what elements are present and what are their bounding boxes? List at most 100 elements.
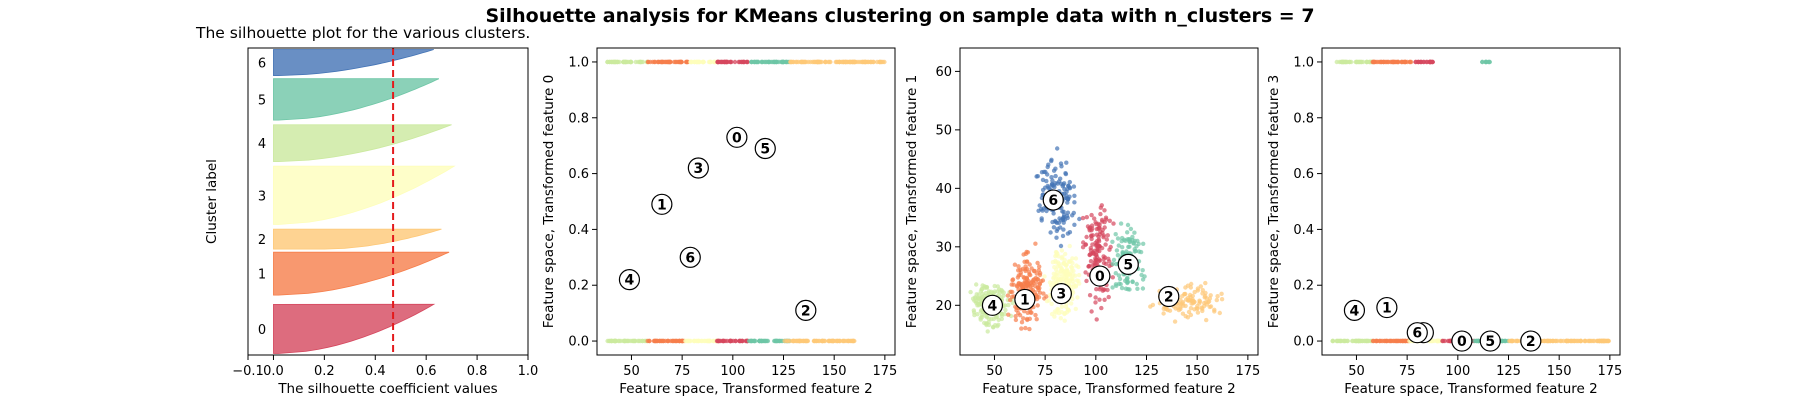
data-point <box>1361 59 1366 65</box>
silhouette-band-cluster-3 <box>273 165 456 225</box>
x-tick-label: 0.8 <box>467 364 488 379</box>
data-point <box>1064 196 1069 201</box>
data-point <box>879 59 884 65</box>
data-point <box>1076 278 1081 284</box>
x-tick-label: 150 <box>1185 364 1210 379</box>
y-tick-label: 0.6 <box>568 167 589 182</box>
data-point <box>1037 290 1043 295</box>
data-point <box>736 59 741 65</box>
data-point <box>1071 284 1077 290</box>
data-point <box>1010 300 1015 306</box>
data-point <box>1096 234 1101 239</box>
data-point <box>1040 177 1046 183</box>
data-point <box>794 59 799 65</box>
data-point <box>1003 307 1008 313</box>
data-point <box>1106 256 1111 261</box>
x-tick-label: 0.2 <box>314 364 335 379</box>
data-point <box>782 338 787 344</box>
y-tick-label: 0.8 <box>1293 111 1314 126</box>
y-axis-label: Feature space, Transformed feature 1 <box>904 75 920 328</box>
data-point <box>1114 248 1120 253</box>
y-tick-label: 1.0 <box>1293 55 1314 70</box>
data-point <box>1072 222 1077 227</box>
data-point <box>696 338 702 344</box>
data-point <box>833 59 838 65</box>
data-point <box>774 338 779 344</box>
y-tick-label: 0.2 <box>1293 279 1314 294</box>
data-point <box>1063 171 1068 176</box>
data-point <box>637 59 643 65</box>
data-point <box>686 338 691 344</box>
data-point <box>770 59 775 65</box>
data-point <box>1119 235 1125 241</box>
data-point <box>765 338 771 344</box>
data-point <box>975 312 980 317</box>
data-point <box>1052 314 1057 319</box>
data-point <box>781 59 786 65</box>
data-point <box>1061 227 1066 232</box>
data-point <box>697 59 702 65</box>
axes-frame <box>959 47 1259 356</box>
data-point <box>1180 300 1186 305</box>
data-point <box>1116 273 1122 278</box>
data-point <box>1052 309 1058 314</box>
data-point <box>613 338 619 344</box>
x-tick-label: 150 <box>822 364 847 379</box>
y-tick-label: 0.4 <box>568 223 589 238</box>
data-point <box>1128 226 1134 232</box>
data-point <box>611 59 616 65</box>
data-point <box>1387 338 1393 344</box>
y-tick-label: 40 <box>935 182 952 197</box>
silhouette-band-cluster-0 <box>273 303 436 354</box>
data-point <box>841 338 846 344</box>
cluster-center-label: 5 <box>760 141 770 157</box>
data-point <box>1088 259 1094 264</box>
data-point <box>1093 220 1098 225</box>
figure-suptitle: Silhouette analysis for KMeans clusterin… <box>485 5 1314 27</box>
cluster-center-label: 3 <box>1056 287 1066 303</box>
data-point <box>1051 225 1057 230</box>
data-point <box>1087 293 1093 298</box>
cluster-center-marker <box>618 269 641 291</box>
data-point <box>711 59 717 65</box>
cluster-center-marker <box>679 246 701 268</box>
data-point <box>1345 59 1350 65</box>
data-point <box>1208 293 1213 298</box>
data-point <box>1413 59 1418 65</box>
y-tick-label: 0.0 <box>1293 335 1314 350</box>
cluster-center-marker <box>1117 253 1139 275</box>
data-point <box>1142 274 1147 279</box>
data-point <box>1054 250 1059 255</box>
data-point <box>1089 212 1094 218</box>
data-point <box>1362 338 1367 344</box>
data-point <box>1150 302 1156 308</box>
data-point <box>1009 294 1015 299</box>
silhouette-cluster-label: 3 <box>258 189 266 204</box>
data-point <box>1098 205 1104 210</box>
data-point <box>1105 233 1111 238</box>
data-point <box>627 338 633 344</box>
data-point <box>1080 215 1086 221</box>
data-point <box>1066 278 1071 283</box>
data-point <box>1021 275 1026 280</box>
data-point <box>1056 310 1062 316</box>
data-point <box>701 338 707 344</box>
data-point <box>1034 293 1039 298</box>
data-point <box>823 59 828 65</box>
data-point <box>1480 59 1485 65</box>
data-point <box>1365 338 1371 344</box>
data-point <box>812 59 817 65</box>
data-point <box>1007 297 1013 303</box>
data-point <box>1127 237 1133 242</box>
data-point <box>1057 216 1062 221</box>
data-point <box>1416 59 1422 65</box>
data-point <box>728 338 733 344</box>
data-point <box>1164 306 1169 311</box>
data-point <box>689 59 694 65</box>
x-tick-label: 0.4 <box>365 364 386 379</box>
data-point <box>635 338 641 344</box>
data-point <box>1424 59 1429 65</box>
data-point <box>1035 303 1040 308</box>
data-point <box>1035 285 1041 290</box>
data-point <box>1104 237 1110 242</box>
